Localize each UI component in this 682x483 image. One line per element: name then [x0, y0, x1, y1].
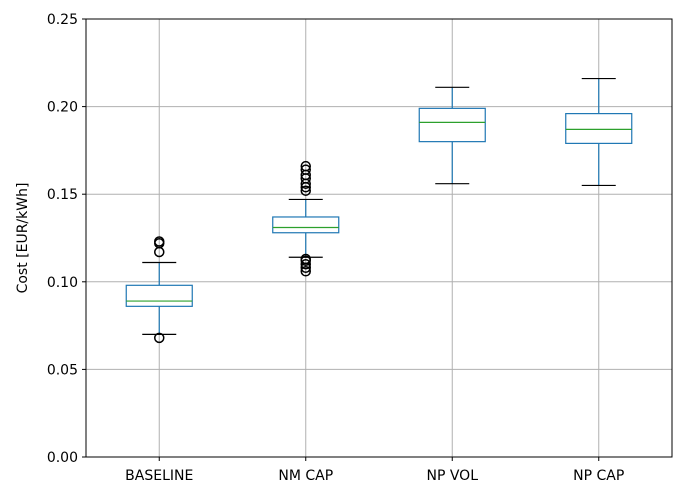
x-tick-label: NM CAP: [278, 468, 333, 483]
y-axis-label: Cost [EUR/kWh]: [15, 183, 31, 294]
iqr-box: [272, 216, 340, 234]
outlier-point: [300, 266, 311, 277]
outlier-point: [300, 160, 311, 172]
outlier-point: [300, 259, 311, 270]
box-nm-cap: [272, 160, 340, 277]
x-axis-ticks: BASELINE NM CAP NP VOL NP CAP: [125, 457, 624, 483]
y-tick-label: 0.00: [47, 450, 78, 466]
iqr-box: [418, 107, 486, 143]
y-tick-label: 0.05: [47, 362, 78, 378]
outlier-point: [300, 164, 311, 175]
x-tick-label: NP VOL: [426, 468, 478, 483]
y-tick-label: 0.25: [47, 12, 78, 28]
y-tick-label: 0.10: [47, 275, 78, 291]
box-np-vol: [418, 86, 486, 185]
outlier-point: [300, 253, 311, 265]
iqr-box: [125, 284, 193, 307]
iqr-box: [565, 113, 633, 144]
grid: [86, 18, 672, 458]
y-axis-ticks: 0.00 0.05 0.10 0.15 0.20 0.25: [47, 12, 86, 466]
outlier-point: [154, 236, 165, 247]
box-np-cap: [565, 77, 633, 187]
x-tick-label: NP CAP: [573, 468, 624, 483]
boxes: [125, 77, 633, 344]
outlier-point: [154, 332, 165, 344]
box-baseline: [125, 236, 193, 344]
x-tick-label: BASELINE: [125, 468, 193, 483]
plot-frame: [85, 18, 673, 458]
outlier-point: [300, 185, 311, 196]
y-tick-label: 0.15: [47, 187, 78, 203]
y-tick-label: 0.20: [47, 100, 78, 116]
